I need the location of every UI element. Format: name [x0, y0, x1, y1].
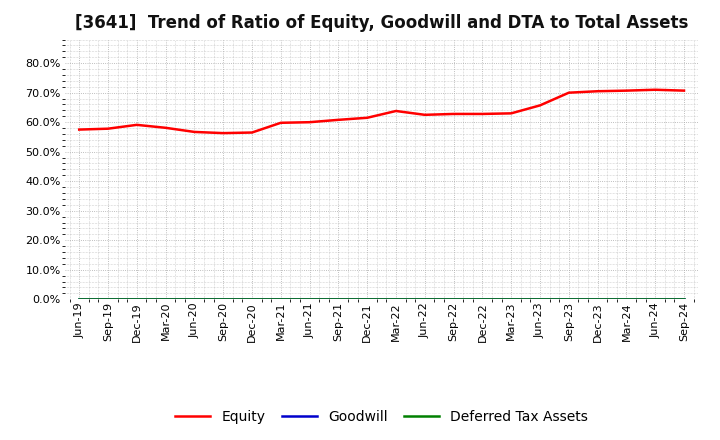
Goodwill [478, 297, 487, 302]
Equity [305, 120, 314, 125]
Deferred Tax Assets [276, 297, 285, 302]
Goodwill [680, 297, 688, 302]
Deferred Tax Assets [564, 297, 573, 302]
Equity [593, 88, 602, 94]
Goodwill [507, 297, 516, 302]
Equity [276, 120, 285, 125]
Equity [334, 117, 343, 122]
Goodwill [392, 297, 400, 302]
Title: [3641]  Trend of Ratio of Equity, Goodwill and DTA to Total Assets: [3641] Trend of Ratio of Equity, Goodwil… [75, 15, 688, 33]
Equity [190, 129, 199, 135]
Goodwill [190, 297, 199, 302]
Line: Equity: Equity [79, 90, 684, 133]
Goodwill [219, 297, 228, 302]
Equity [420, 112, 429, 117]
Deferred Tax Assets [305, 297, 314, 302]
Equity [478, 111, 487, 117]
Goodwill [536, 297, 544, 302]
Deferred Tax Assets [161, 297, 170, 302]
Deferred Tax Assets [449, 297, 458, 302]
Equity [248, 130, 256, 135]
Goodwill [276, 297, 285, 302]
Deferred Tax Assets [420, 297, 429, 302]
Equity [651, 87, 660, 92]
Deferred Tax Assets [680, 297, 688, 302]
Goodwill [622, 297, 631, 302]
Equity [161, 125, 170, 130]
Goodwill [593, 297, 602, 302]
Deferred Tax Assets [593, 297, 602, 302]
Goodwill [75, 297, 84, 302]
Deferred Tax Assets [536, 297, 544, 302]
Deferred Tax Assets [104, 297, 112, 302]
Goodwill [651, 297, 660, 302]
Goodwill [305, 297, 314, 302]
Deferred Tax Assets [190, 297, 199, 302]
Equity [219, 131, 228, 136]
Equity [392, 108, 400, 114]
Deferred Tax Assets [363, 297, 372, 302]
Equity [536, 103, 544, 108]
Goodwill [248, 297, 256, 302]
Equity [363, 115, 372, 121]
Deferred Tax Assets [651, 297, 660, 302]
Equity [449, 111, 458, 117]
Deferred Tax Assets [248, 297, 256, 302]
Goodwill [104, 297, 112, 302]
Goodwill [449, 297, 458, 302]
Goodwill [420, 297, 429, 302]
Equity [622, 88, 631, 93]
Legend: Equity, Goodwill, Deferred Tax Assets: Equity, Goodwill, Deferred Tax Assets [170, 405, 593, 430]
Deferred Tax Assets [132, 297, 141, 302]
Goodwill [334, 297, 343, 302]
Deferred Tax Assets [75, 297, 84, 302]
Deferred Tax Assets [392, 297, 400, 302]
Equity [507, 111, 516, 116]
Deferred Tax Assets [507, 297, 516, 302]
Goodwill [161, 297, 170, 302]
Deferred Tax Assets [334, 297, 343, 302]
Deferred Tax Assets [622, 297, 631, 302]
Goodwill [132, 297, 141, 302]
Goodwill [564, 297, 573, 302]
Equity [104, 126, 112, 131]
Equity [75, 127, 84, 132]
Goodwill [363, 297, 372, 302]
Equity [132, 122, 141, 128]
Deferred Tax Assets [478, 297, 487, 302]
Deferred Tax Assets [219, 297, 228, 302]
Equity [564, 90, 573, 95]
Equity [680, 88, 688, 93]
